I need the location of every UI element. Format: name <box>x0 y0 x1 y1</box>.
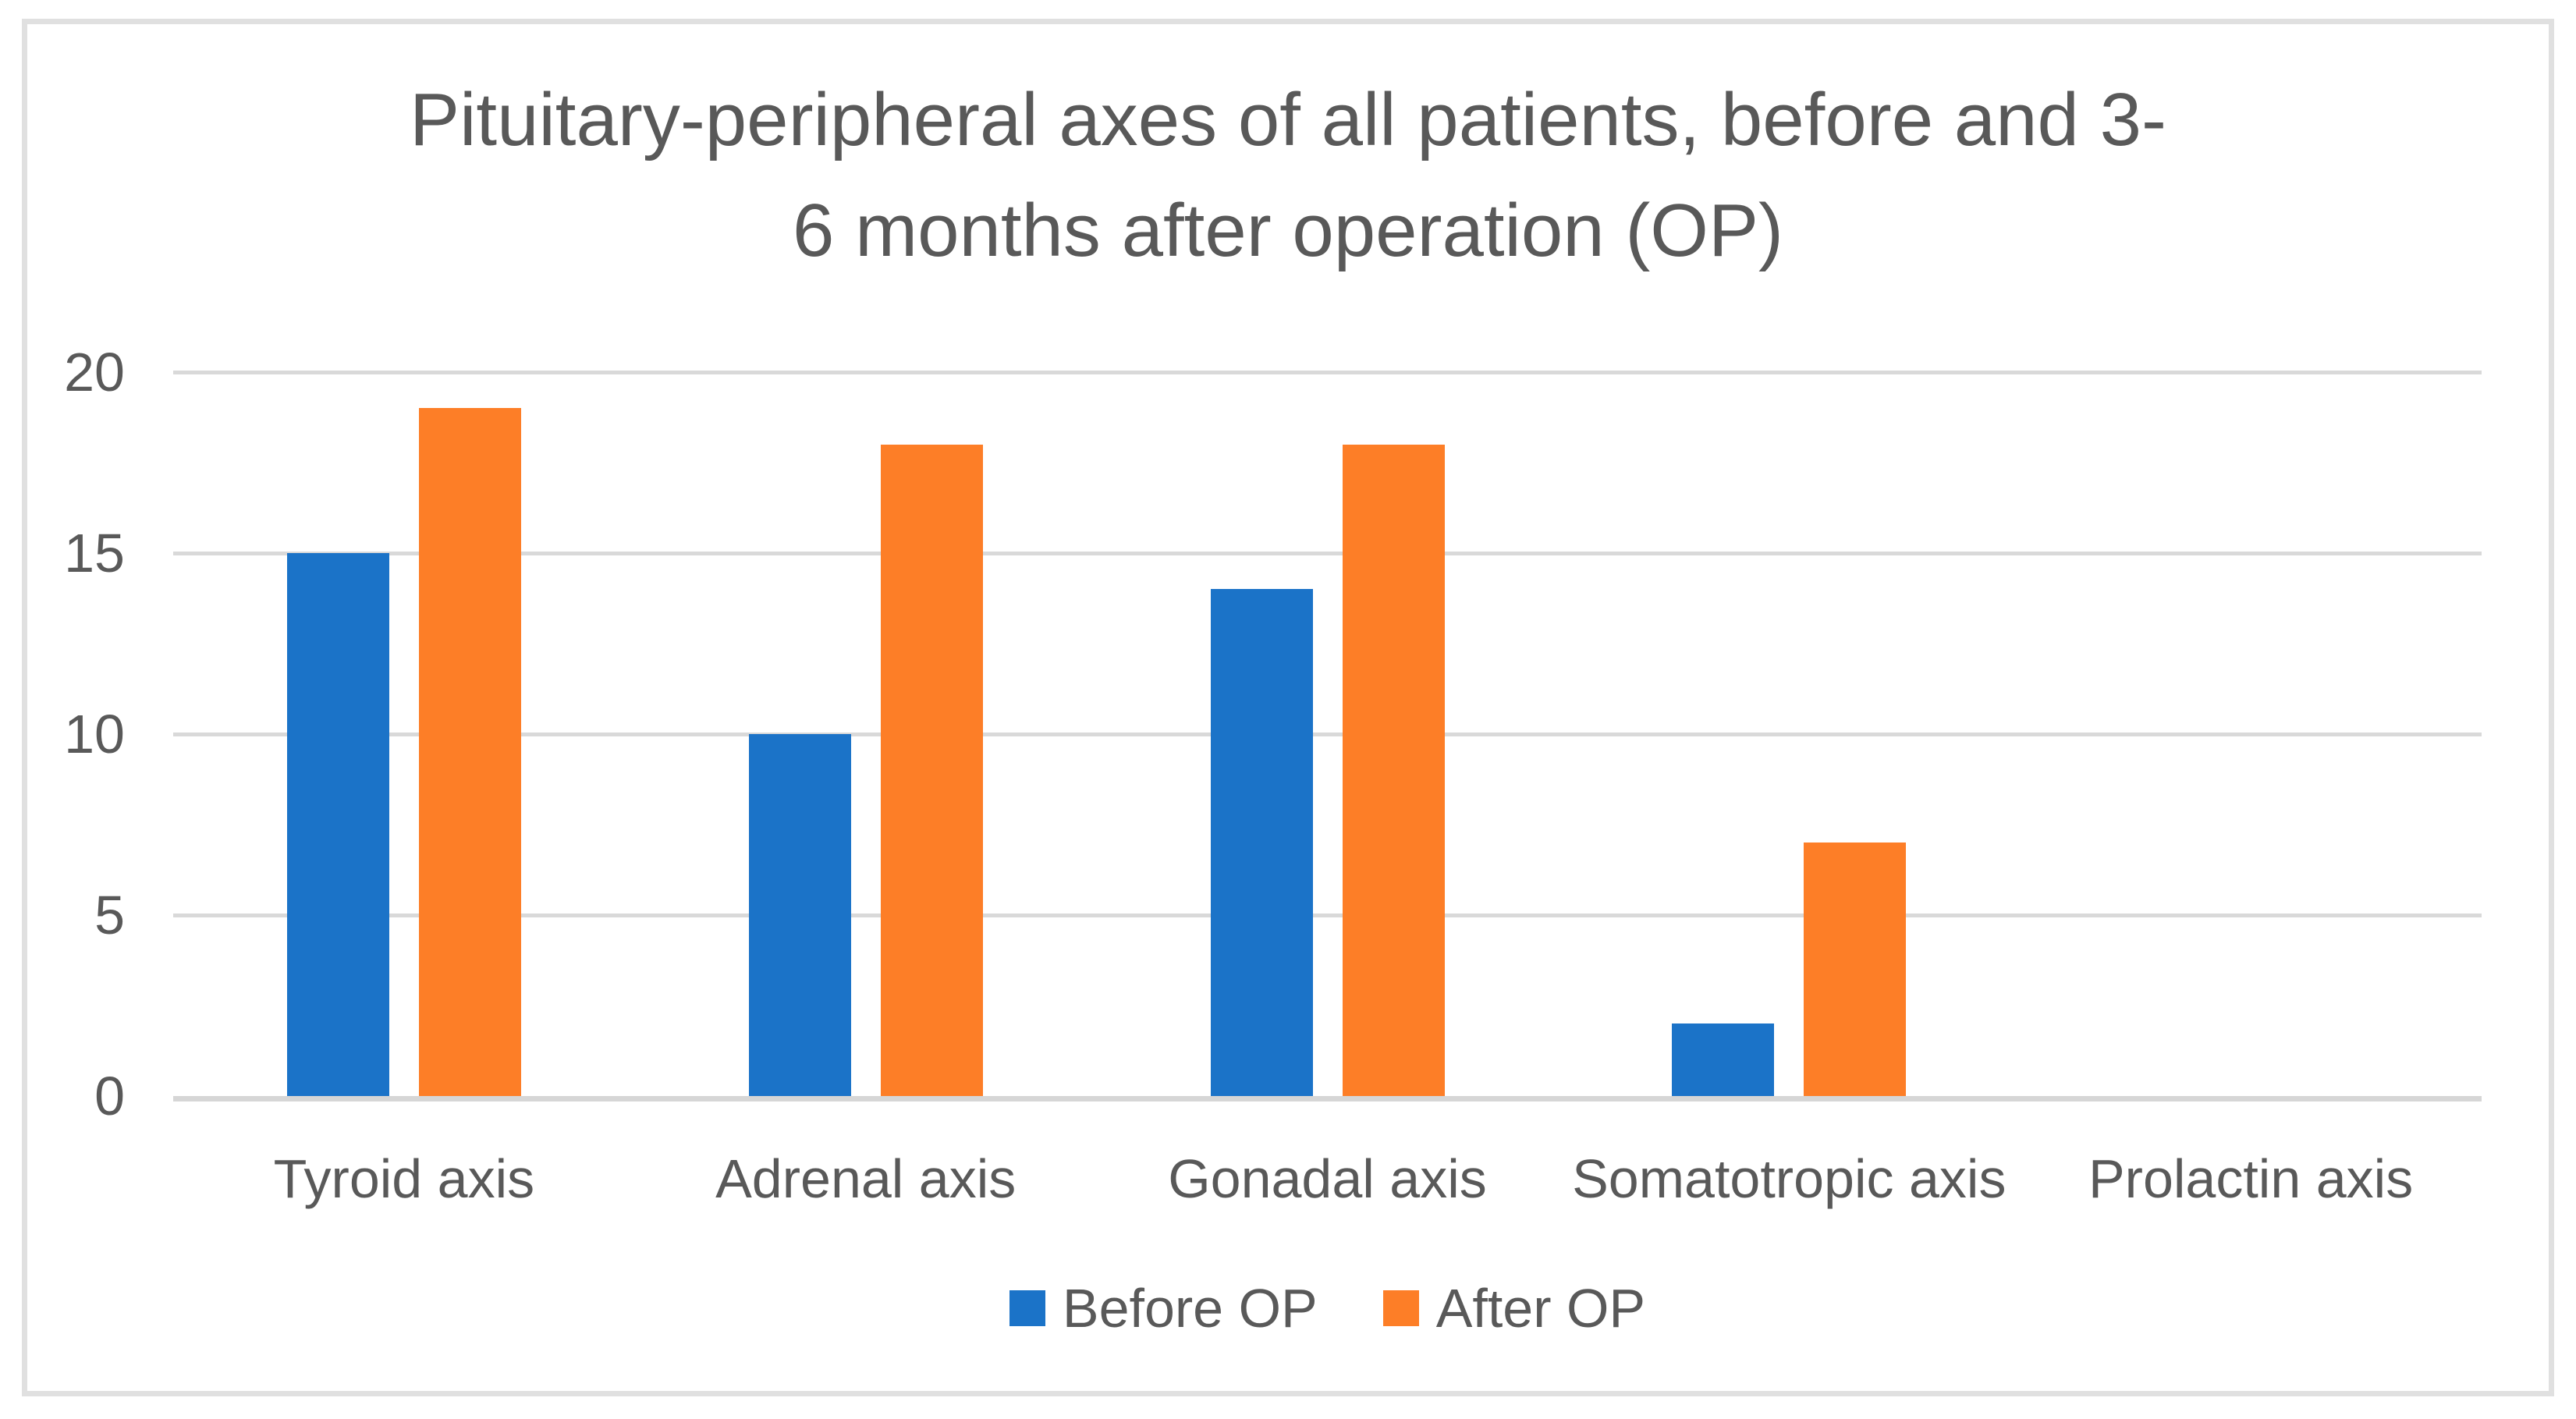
legend-item-after-op: After OP <box>1382 1278 1646 1339</box>
gridline-y-5 <box>173 913 2482 917</box>
chart-title-line-1: Pituitary-peripheral axes of all patient… <box>410 78 2166 161</box>
gridline-y-10 <box>173 733 2482 736</box>
y-axis-label-0: 0 <box>94 1066 125 1126</box>
legend-swatch-after-op <box>1382 1290 1419 1326</box>
y-axis-label-15: 15 <box>64 523 125 584</box>
bar-before-op-tyroid-axis <box>286 553 389 1096</box>
chart-title: Pituitary-peripheral axes of all patient… <box>27 65 2549 286</box>
bar-before-op-somatotropic-axis <box>1672 1023 1775 1096</box>
legend-label-after-op: After OP <box>1435 1278 1646 1339</box>
x-axis-labels: Tyroid axis Adrenal axis Gonadal axis Somat… <box>173 1148 2482 1210</box>
chart-frame: Pituitary-peripheral axes of all patient… <box>22 19 2554 1396</box>
x-axis-label-somatotropic-axis: Somatotropic axis <box>1572 1148 2007 1209</box>
bar-after-op-tyroid-axis <box>418 408 521 1096</box>
y-axis-label-5: 5 <box>94 885 125 945</box>
y-axis-label-20: 20 <box>64 342 125 403</box>
gridline-y-15 <box>173 552 2482 555</box>
legend-item-before-op: Before OP <box>1009 1279 1318 1338</box>
x-axis-label-gonadal-axis: Gonadal axis <box>1168 1148 1487 1209</box>
x-axis-label-prolactin-axis: Prolactin axis <box>2088 1148 2414 1209</box>
legend-label-before-op: Before OP <box>1062 1278 1318 1339</box>
plot-area <box>173 371 2482 1101</box>
bar-after-op-adrenal-axis <box>880 444 983 1096</box>
legend: Before OP After OP <box>173 1279 2482 1338</box>
x-axis-label-adrenal-axis: Adrenal axis <box>715 1148 1017 1209</box>
chart-title-line-2: 6 months after operation (OP) <box>793 189 1783 272</box>
bar-after-op-somatotropic-axis <box>1804 843 1907 1096</box>
x-axis-label-tyroid-axis: Tyroid axis <box>273 1148 535 1209</box>
bar-before-op-adrenal-axis <box>748 734 851 1096</box>
gridline-y-20 <box>173 371 2482 374</box>
bar-after-op-gonadal-axis <box>1342 444 1445 1096</box>
y-axis-label-10: 10 <box>64 704 125 764</box>
legend-swatch-before-op <box>1009 1290 1045 1326</box>
bar-before-op-gonadal-axis <box>1210 589 1313 1096</box>
